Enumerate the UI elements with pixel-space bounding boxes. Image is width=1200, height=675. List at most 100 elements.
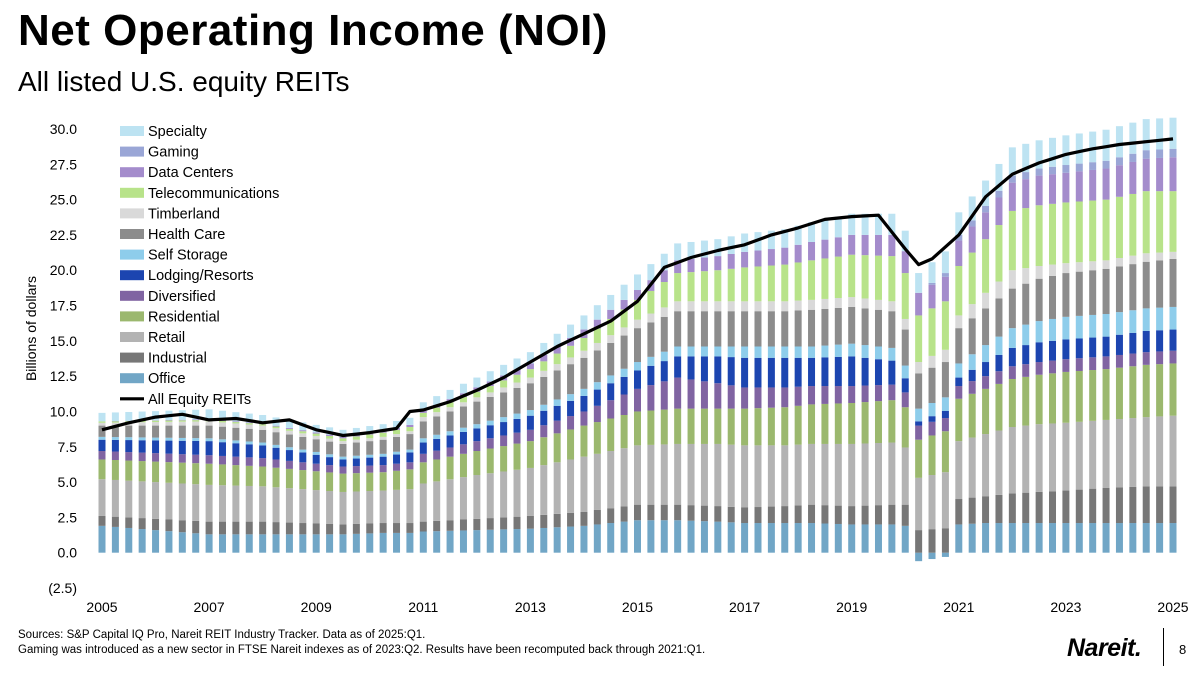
bar-industrial-q8 (205, 521, 213, 535)
bar-health-care-q49 (754, 311, 762, 347)
bar-retail-q13 (272, 487, 280, 523)
bar-specialty-q21 (379, 424, 387, 432)
bar-office-q35 (567, 526, 575, 553)
bar-health-care-q48 (741, 311, 749, 347)
bar-lodging-resorts-q1 (111, 439, 119, 452)
bar-timberland-q77 (1129, 255, 1137, 265)
bar-specialty-q12 (259, 414, 267, 424)
bar-self-storage-q50 (767, 346, 775, 358)
bar-industrial-q46 (714, 506, 722, 522)
bar-industrial-q12 (259, 521, 267, 535)
bar-residential-q19 (352, 473, 360, 492)
bar-timberland-q64 (955, 315, 963, 329)
bar-health-care-q13 (272, 432, 280, 445)
bar-industrial-q39 (620, 506, 628, 522)
bar-residential-q31 (513, 443, 521, 470)
bar-lodging-resorts-q64 (955, 377, 963, 387)
bar-timberland-q48 (741, 301, 749, 312)
bar-retail-q65 (968, 437, 976, 498)
bar-telecommunications-q31 (513, 374, 521, 383)
bar-retail-q33 (540, 465, 548, 515)
y-tick-label: 7.5 (58, 439, 78, 455)
bar-office-q6 (178, 532, 186, 553)
bar-office-q65 (968, 523, 976, 553)
bar-telecommunications-q61 (915, 315, 923, 363)
bar-office-q39 (620, 521, 628, 553)
bar-self-storage-q63 (941, 397, 949, 411)
bar-retail-q78 (1142, 417, 1150, 487)
bar-retail-q7 (192, 484, 200, 521)
bar-retail-q35 (567, 459, 575, 513)
bar-specialty-q43 (674, 243, 682, 261)
bar-diversified-q75 (1102, 356, 1110, 370)
bar-industrial-q49 (754, 507, 762, 524)
x-tick-label: 2017 (729, 599, 760, 615)
bar-health-care-q79 (1156, 260, 1164, 308)
bar-data-centers-q59 (888, 234, 896, 257)
bar-gaming-q77 (1129, 153, 1137, 162)
bar-gaming-q73 (1075, 163, 1083, 172)
bar-data-centers-q77 (1129, 161, 1137, 194)
bar-data-centers-q47 (727, 253, 735, 269)
bar-industrial-q60 (901, 504, 909, 526)
bar-office-q27 (459, 530, 467, 553)
x-tick-label: 2021 (943, 599, 974, 615)
bar-lodging-resorts-q33 (540, 410, 548, 426)
bar-industrial-q30 (500, 517, 508, 530)
bar-telecommunications-q72 (1062, 202, 1070, 264)
bar-gaming-q74 (1089, 162, 1097, 170)
bar-industrial-q66 (982, 496, 990, 524)
y-tick-label: (2.5) (48, 580, 77, 596)
bar-office-q1 (111, 526, 119, 553)
bar-health-care-q30 (500, 392, 508, 418)
bar-diversified-q80 (1169, 350, 1177, 364)
bar-health-care-q56 (848, 306, 856, 344)
bar-telecommunications-q25 (433, 407, 441, 413)
bar-industrial-q70 (1035, 491, 1043, 524)
bar-health-care-q47 (727, 311, 735, 347)
bar-health-care-q64 (955, 328, 963, 364)
bar-self-storage-q15 (299, 449, 307, 453)
bar-self-storage-q22 (393, 451, 401, 455)
bar-telecommunications-q76 (1115, 196, 1123, 258)
bar-lodging-resorts-q71 (1049, 340, 1057, 361)
bar-data-centers-q51 (781, 247, 789, 265)
bar-specialty-q45 (700, 240, 708, 258)
bar-diversified-q9 (218, 455, 226, 465)
bar-health-care-q59 (888, 311, 896, 348)
bar-lodging-resorts-q10 (232, 443, 240, 457)
bar-lodging-resorts-q36 (580, 395, 588, 412)
bar-industrial-q73 (1075, 489, 1083, 524)
bar-specialty-q50 (767, 230, 775, 250)
bar-office-q12 (259, 534, 267, 553)
bar-data-centers-q48 (741, 251, 749, 268)
bar-diversified-q3 (138, 452, 146, 462)
bar-telecommunications-q35 (567, 345, 575, 358)
bar-retail-q61 (915, 477, 923, 531)
bar-telecommunications-q65 (968, 252, 976, 305)
footer-note: Gaming was introduced as a new sector in… (18, 644, 706, 656)
bar-retail-q3 (138, 481, 146, 519)
bar-lodging-resorts-q52 (794, 357, 802, 387)
bar-specialty-q23 (406, 417, 414, 425)
bar-telecommunications-q32 (526, 369, 534, 378)
bar-diversified-q25 (433, 450, 441, 460)
bar-residential-q76 (1115, 367, 1123, 419)
bar-industrial-q37 (593, 509, 601, 525)
bar-self-storage-q14 (285, 447, 293, 451)
bar-data-centers-q43 (674, 260, 682, 274)
bar-residential-q10 (232, 465, 240, 486)
bar-telecommunications-q66 (982, 239, 990, 293)
bar-industrial-q6 (178, 520, 186, 533)
bar-diversified-q77 (1129, 353, 1137, 367)
bar-timberland-q13 (272, 428, 280, 433)
bar-industrial-q20 (366, 523, 374, 534)
bar-diversified-q24 (419, 453, 427, 463)
bar-specialty-q73 (1075, 133, 1083, 164)
bar-office-q24 (419, 531, 427, 553)
bar-telecommunications-q37 (593, 328, 601, 343)
bar-data-centers-q40 (634, 290, 641, 300)
bar-retail-q14 (285, 488, 293, 523)
bar-diversified-q12 (259, 458, 267, 467)
bar-lodging-resorts-q20 (366, 457, 374, 466)
